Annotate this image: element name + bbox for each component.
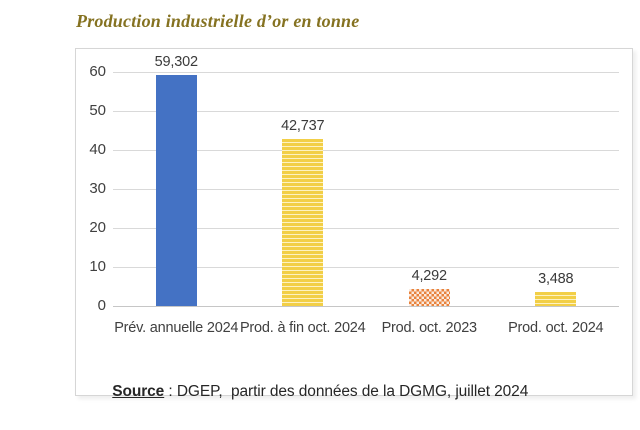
chart-panel: 0 10 20 30 40 50 60 59,302 Prév. annuelle 2024 42… (75, 48, 633, 400)
x-category-label: Prod. oct. 2024 (508, 320, 604, 336)
bar (535, 292, 577, 306)
gridline (113, 150, 619, 151)
plot-area: 0 10 20 30 40 50 60 59,302 Prév. annuelle 2024 42… (76, 49, 632, 395)
x-category-label: Prod. à fin oct. 2024 (239, 320, 366, 336)
source-label: Source (112, 383, 165, 400)
gridline (113, 267, 619, 268)
y-tick-label: 30 (89, 180, 106, 197)
source-note: Source : DGEP, partir des données de la … (87, 365, 528, 419)
source-text: : DGEP, partir des données de la DGMG, j… (164, 383, 529, 400)
gridline (113, 111, 619, 112)
y-tick-label: 40 (89, 141, 106, 158)
bar-value-label: 42,737 (281, 118, 325, 135)
bar-value-label: 4,292 (411, 268, 447, 285)
y-tick-label: 50 (89, 102, 106, 119)
x-category-label: Prod. oct. 2023 (381, 320, 478, 336)
gridline (113, 306, 619, 307)
y-tick-label: 0 (97, 297, 106, 314)
bar-value-label: 3,488 (538, 271, 574, 288)
bar-value-label: 59,302 (154, 53, 198, 70)
bar (408, 289, 450, 306)
x-category-label: Prév. annuelle 2024 (114, 320, 239, 336)
chart-title: Production industrielle d’or en tonne (76, 11, 360, 31)
gridline (113, 72, 619, 73)
y-tick-label: 60 (89, 63, 106, 80)
gridline (113, 228, 619, 229)
gridline (113, 189, 619, 190)
bar (155, 74, 197, 306)
y-tick-label: 20 (89, 219, 106, 236)
y-tick-label: 10 (89, 258, 106, 275)
bar (282, 139, 324, 306)
